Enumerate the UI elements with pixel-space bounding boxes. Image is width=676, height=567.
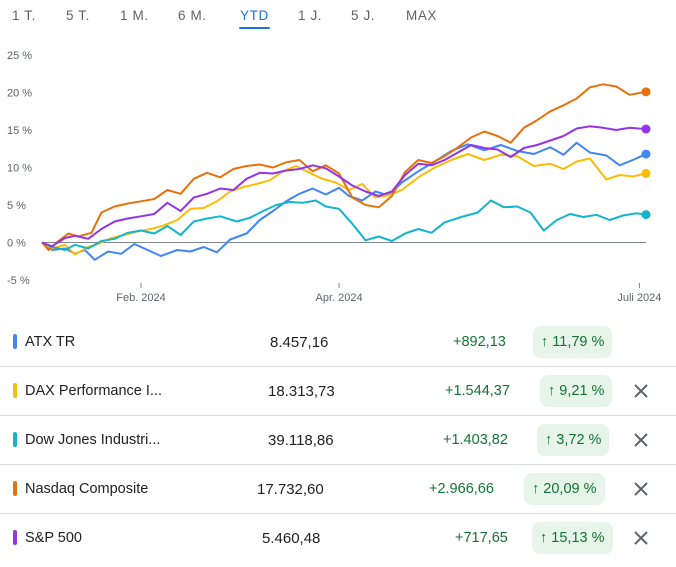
- percent-change-value: 9,21 %: [559, 383, 605, 399]
- list-item-atx[interactable]: ATX TR 8.457,16 +892,13 ↑ 11,79 %: [0, 318, 676, 366]
- percent-change-value: 20,09 %: [543, 481, 597, 497]
- close-icon: [634, 531, 648, 545]
- list-item-dax[interactable]: DAX Performance I... 18.313,73 +1.544,37…: [0, 366, 676, 415]
- close-icon: [634, 433, 648, 447]
- percent-change-badge: ↑ 11,79 %: [533, 326, 613, 358]
- y-tick-label: 25 %: [7, 50, 32, 62]
- series-end-marker-1: [641, 168, 651, 178]
- close-icon: [634, 482, 648, 496]
- series-line-2: [41, 199, 647, 251]
- arrow-up-icon: ↑: [540, 530, 552, 546]
- y-tick-label: 0 %: [7, 238, 26, 250]
- arrow-up-icon: ↑: [545, 432, 557, 448]
- percent-change-badge: ↑ 9,21 %: [540, 375, 613, 407]
- remove-button[interactable]: [630, 429, 652, 451]
- y-tick-label: 5 %: [7, 200, 26, 212]
- instrument-name: Dow Jones Industri...: [25, 432, 161, 448]
- absolute-change: +717,65: [455, 530, 508, 546]
- tab-1y[interactable]: 1 J.: [298, 8, 323, 23]
- comparison-line-chart[interactable]: 25 % 20 % 15 % 10 % 5 % 0 % -5 % Feb. 2024 Apr. …: [0, 40, 676, 310]
- absolute-change: +892,13: [453, 334, 506, 350]
- series-color-swatch: [13, 432, 17, 447]
- arrow-up-icon: ↑: [548, 383, 560, 399]
- arrow-up-icon: ↑: [532, 481, 544, 497]
- absolute-change: +1.544,37: [445, 383, 510, 399]
- instrument-name: S&P 500: [25, 530, 82, 546]
- instrument-price: 5.460,48: [262, 530, 321, 547]
- instrument-price: 17.732,60: [257, 481, 324, 498]
- tab-1d[interactable]: 1 T.: [12, 8, 36, 23]
- list-item-sp500[interactable]: S&P 500 5.460,48 +717,65 ↑ 15,13 %: [0, 513, 676, 562]
- absolute-change: +2.966,66: [429, 481, 494, 497]
- series-line-1: [41, 153, 647, 256]
- percent-change-badge: ↑ 15,13 %: [532, 522, 613, 554]
- close-icon: [634, 384, 648, 398]
- series-end-marker-0: [641, 149, 651, 159]
- instrument-name: DAX Performance I...: [25, 383, 162, 399]
- instrument-price: 39.118,86: [268, 432, 334, 449]
- y-tick-label: 15 %: [7, 125, 32, 137]
- x-tick-label: Feb. 2024: [116, 292, 166, 304]
- remove-button[interactable]: [630, 527, 652, 549]
- absolute-change: +1.403,82: [443, 432, 508, 448]
- instrument-name: Nasdaq Composite: [25, 481, 149, 497]
- time-range-tabs: 1 T. 5 T. 1 M. 6 M. YTD 1 J. 5 J. MAX: [0, 0, 676, 30]
- comparison-list: ATX TR 8.457,16 +892,13 ↑ 11,79 % DAX Pe…: [0, 318, 676, 562]
- percent-change-value: 11,79 %: [552, 334, 605, 350]
- x-tick-label: Juli 2024: [617, 292, 661, 304]
- series-line-3: [41, 83, 647, 251]
- percent-change-badge: ↑ 3,72 %: [537, 424, 610, 456]
- y-tick-label: -5 %: [7, 275, 30, 287]
- series-color-swatch: [13, 334, 17, 349]
- remove-button[interactable]: [630, 380, 652, 402]
- y-tick-label: 20 %: [7, 88, 32, 100]
- instrument-price: 8.457,16: [270, 334, 329, 351]
- tab-max[interactable]: MAX: [406, 8, 438, 23]
- tab-ytd[interactable]: YTD: [239, 8, 270, 29]
- series-color-swatch: [13, 383, 17, 398]
- y-tick-label: 10 %: [7, 163, 32, 175]
- series-end-marker-2: [641, 210, 651, 220]
- series-end-marker-3: [641, 87, 651, 97]
- list-item-dow[interactable]: Dow Jones Industri... 39.118,86 +1.403,8…: [0, 415, 676, 464]
- list-item-nasdaq[interactable]: Nasdaq Composite 17.732,60 +2.966,66 ↑ 2…: [0, 464, 676, 513]
- instrument-price: 18.313,73: [268, 383, 335, 400]
- x-tick-label: Apr. 2024: [316, 292, 363, 304]
- series-color-swatch: [13, 530, 17, 545]
- percent-change-badge: ↑ 20,09 %: [524, 473, 605, 505]
- arrow-up-icon: ↑: [541, 334, 553, 350]
- series-end-marker-4: [641, 124, 651, 134]
- instrument-name: ATX TR: [25, 334, 76, 350]
- series-color-swatch: [13, 481, 17, 496]
- tab-6m[interactable]: 6 M.: [178, 8, 207, 23]
- percent-change-value: 3,72 %: [556, 432, 602, 448]
- series-line-4: [41, 125, 647, 248]
- series-line-0: [41, 141, 647, 261]
- tab-5d[interactable]: 5 T.: [66, 8, 90, 23]
- tab-1m[interactable]: 1 M.: [120, 8, 149, 23]
- remove-button[interactable]: [630, 478, 652, 500]
- tab-5y[interactable]: 5 J.: [351, 8, 376, 23]
- percent-change-value: 15,13 %: [551, 530, 605, 546]
